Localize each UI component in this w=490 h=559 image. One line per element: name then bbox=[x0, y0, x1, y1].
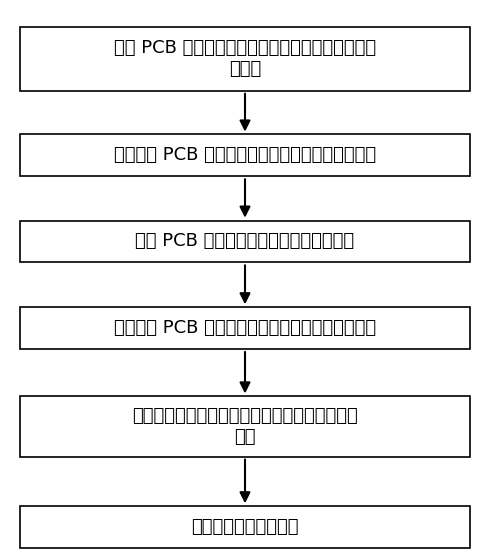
Text: 分别计算基准图像和待测图像相位成分和幅值成
分差: 分别计算基准图像和待测图像相位成分和幅值成 分差 bbox=[132, 407, 358, 446]
FancyBboxPatch shape bbox=[20, 506, 470, 548]
Text: 分别提取 PCB 基准图像傅里叶相位成分和幅值成分: 分别提取 PCB 基准图像傅里叶相位成分和幅值成分 bbox=[114, 146, 376, 164]
FancyBboxPatch shape bbox=[20, 26, 470, 91]
Text: 各像素点缺陷状态判断: 各像素点缺陷状态判断 bbox=[191, 518, 299, 536]
FancyBboxPatch shape bbox=[20, 221, 470, 263]
Text: 分别提取 PCB 待测图像傅里叶相位成分和幅值成分: 分别提取 PCB 待测图像傅里叶相位成分和幅值成分 bbox=[114, 319, 376, 337]
Text: 获取 PCB 板的待测图像并转换至灰度空间: 获取 PCB 板的待测图像并转换至灰度空间 bbox=[135, 233, 355, 250]
FancyBboxPatch shape bbox=[20, 307, 470, 349]
FancyBboxPatch shape bbox=[20, 396, 470, 457]
FancyBboxPatch shape bbox=[20, 135, 470, 177]
Text: 获取 PCB 板的基准图像（正常状态时）并转换至灰
度空间: 获取 PCB 板的基准图像（正常状态时）并转换至灰 度空间 bbox=[114, 39, 376, 78]
